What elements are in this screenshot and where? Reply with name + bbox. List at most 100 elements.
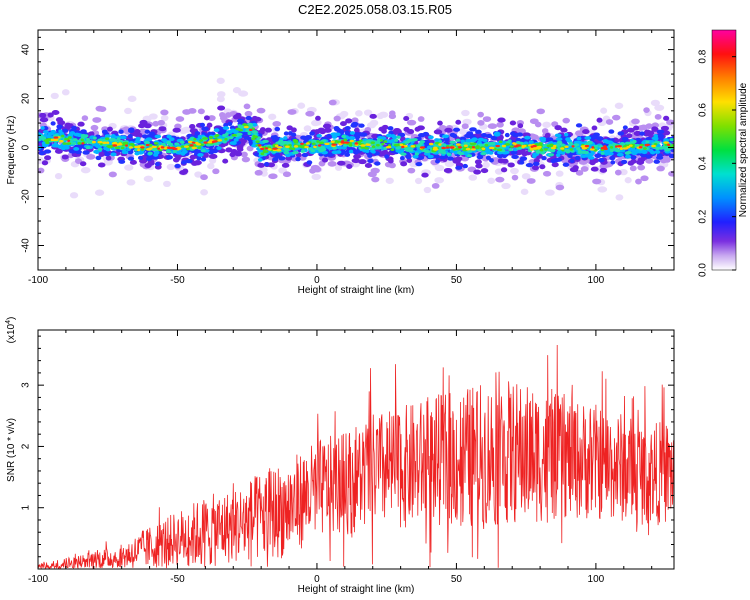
- spectrogram-cell: [449, 146, 455, 149]
- spectrogram-cell: [307, 147, 314, 151]
- spectrogram-cell: [509, 120, 517, 126]
- spectrogram-cell: [518, 160, 525, 165]
- spectrogram-cell: [607, 151, 614, 156]
- spectrogram-cell: [414, 152, 419, 156]
- spectrogram-cell: [390, 148, 395, 151]
- spectrogram-cell: [128, 146, 133, 149]
- spectrogram-cell: [301, 152, 309, 158]
- spectrogram-cell: [207, 115, 216, 121]
- spectrogram-cell: [476, 154, 484, 160]
- spectrogram-cell: [560, 143, 566, 147]
- spectrogram-cell: [629, 144, 633, 147]
- spectrogram-cell: [510, 131, 516, 136]
- snr-panel: -100 -50 0 50 100 1 2 3 Height of straight line…: [5, 317, 675, 595]
- spectrogram-cell: [105, 147, 111, 152]
- spectrogram-cell: [212, 168, 220, 175]
- spectrogram-cell: [669, 138, 674, 142]
- spectrogram-cell: [272, 157, 279, 162]
- spectrogram-cell: [617, 144, 622, 148]
- spectrogram-cell: [161, 138, 168, 142]
- spectrogram-cell: [417, 133, 426, 138]
- spectrogram-cell: [485, 147, 491, 152]
- spectrogram-cell: [551, 162, 559, 168]
- spectrogram-cell: [112, 144, 118, 147]
- spectrogram-cell: [441, 146, 447, 150]
- spectrogram-cell: [246, 145, 254, 152]
- spectrogram-cell: [89, 141, 93, 145]
- spectrogram-cell: [127, 133, 133, 139]
- spectrogram-cell: [54, 172, 63, 180]
- spectrogram-cell: [151, 145, 158, 149]
- spectrogram-cell: [145, 134, 153, 139]
- spectrogram-cell: [259, 127, 266, 133]
- spectrogram-cell: [493, 131, 501, 136]
- spectrogram-cell: [313, 145, 317, 149]
- spectrogram-cell: [316, 140, 320, 143]
- spectrogram-cell: [71, 125, 78, 131]
- spectrogram-cell: [560, 147, 565, 150]
- spectrogram-cell: [441, 151, 446, 155]
- spectrogram-cell: [340, 110, 349, 118]
- spectrogram-cell: [274, 126, 281, 132]
- spectrogram-cell: [592, 178, 602, 185]
- spectrogram-cell: [313, 119, 322, 126]
- spectrogram-cell: [644, 144, 649, 147]
- spectrogram-cell: [200, 189, 209, 196]
- spectrogram-cell: [591, 146, 595, 149]
- spectrogram-cell: [434, 177, 445, 184]
- spectrogram-cell: [517, 123, 524, 129]
- spectrogram-cell: [393, 127, 402, 133]
- spectrogram-cell: [306, 160, 313, 165]
- spectrogram-cell: [569, 148, 574, 151]
- spectrogram-cell: [158, 126, 167, 132]
- spectrogram-cell: [633, 125, 640, 131]
- spectrogram-cell: [216, 146, 222, 151]
- spectrogram-cell: [80, 167, 91, 174]
- spectrogram-cell: [554, 125, 562, 131]
- spectrogram-cell: [654, 113, 662, 120]
- spectrogram-cell: [463, 141, 468, 146]
- spectrogram-cell: [499, 140, 503, 144]
- spectrogram-cell: [443, 167, 453, 173]
- spectrogram-x-tick-label: -50: [170, 275, 185, 286]
- spectrogram-cell: [137, 155, 144, 161]
- spectrogram-cell: [45, 138, 52, 141]
- spectrogram-cell: [82, 150, 90, 155]
- snr-x-tick-label: -50: [170, 574, 185, 585]
- spectrogram-cell: [57, 136, 61, 139]
- spectrogram-cell: [197, 146, 202, 150]
- spectrogram-cell: [358, 123, 365, 128]
- spectrogram-cell: [272, 120, 282, 127]
- spectrogram-cell: [257, 144, 262, 147]
- spectrogram-cell: [539, 164, 546, 170]
- spectrogram-cell: [160, 109, 169, 116]
- spectrogram-cell: [328, 99, 337, 106]
- spectrogram-cell: [243, 103, 251, 110]
- spectrogram-cell: [40, 136, 47, 140]
- spectrogram-cell: [538, 142, 543, 145]
- spectrogram-cell: [548, 153, 555, 157]
- spectrogram-cell: [77, 142, 82, 145]
- spectrogram-cell: [51, 143, 58, 148]
- spectrogram-cell: [360, 146, 366, 149]
- spectrogram-cell: [75, 149, 82, 155]
- spectrogram-cell: [127, 128, 135, 134]
- spectrogram-cell: [216, 95, 225, 103]
- spectrogram-cell: [459, 136, 467, 141]
- spectrogram-cell: [582, 129, 590, 135]
- spectrogram-cell: [53, 136, 59, 139]
- spectrogram-cell: [44, 155, 52, 161]
- spectrogram-cell: [165, 149, 170, 154]
- spectrogram-cell: [480, 168, 489, 174]
- spectrogram-cell: [124, 164, 134, 171]
- spectrogram-cell: [353, 127, 360, 133]
- spectrogram-cell: [208, 153, 218, 159]
- spectrogram-cell: [203, 115, 210, 121]
- spectrogram-cell: [157, 119, 166, 126]
- spectrogram-cell: [501, 182, 511, 190]
- colorbar: 0.0 0.2 0.4 0.6 0.8 Normalized spectral ampl…: [698, 29, 749, 277]
- spectrogram-cell: [236, 118, 245, 124]
- spectrogram-cell: [344, 130, 350, 135]
- spectrogram-cell: [339, 149, 347, 155]
- spectrogram-cell: [385, 177, 394, 184]
